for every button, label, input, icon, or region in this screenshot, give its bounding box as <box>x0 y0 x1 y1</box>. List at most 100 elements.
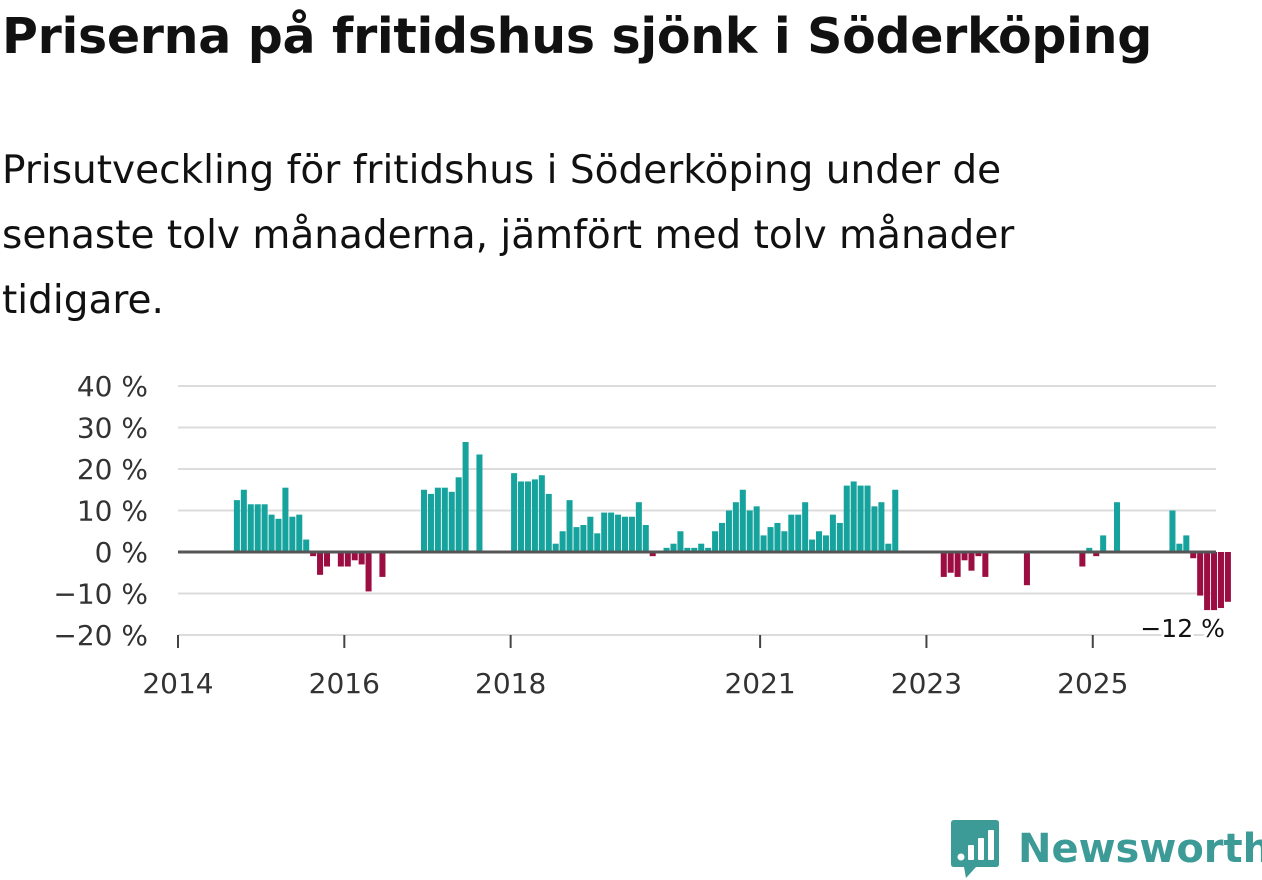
x-tick-labels: 2014 2016 2018 2021 2023 2025 <box>142 667 1128 700</box>
bar-36 <box>427 493 434 552</box>
bar-148 <box>1204 552 1211 611</box>
bar-149 <box>1211 552 1218 611</box>
bar-72 <box>677 531 684 552</box>
bar-114 <box>968 552 975 571</box>
bar-13 <box>268 514 275 552</box>
bar-135 <box>1114 502 1121 552</box>
bar-65 <box>628 516 635 552</box>
bar-35 <box>421 489 428 552</box>
bar-113 <box>961 552 968 561</box>
bar-26 <box>358 552 365 565</box>
bar-100 <box>871 506 878 552</box>
bars <box>233 442 1231 611</box>
bar-74 <box>691 547 698 552</box>
bar-52 <box>538 475 545 552</box>
bar-55 <box>559 531 566 552</box>
bar-143 <box>1169 510 1176 552</box>
bar-96 <box>843 485 850 552</box>
bar-94 <box>829 514 836 552</box>
bar-87 <box>781 531 788 552</box>
bar-89 <box>795 514 802 552</box>
bar-60 <box>594 533 601 552</box>
bar-48 <box>511 473 518 552</box>
y-tick-label-3: 10 % <box>77 495 148 528</box>
bar-115 <box>975 552 982 557</box>
x-tick-label-0: 2014 <box>142 667 213 700</box>
bar-84 <box>760 535 767 552</box>
bar-68 <box>649 552 656 557</box>
y-tick-label-0: −20 % <box>53 619 148 652</box>
y-tick-label-2: 0 % <box>95 536 148 569</box>
bar-54 <box>552 543 559 552</box>
bar-17 <box>296 514 303 552</box>
bar-76 <box>705 547 712 552</box>
x-tick-label-4: 2023 <box>891 667 962 700</box>
bar-70 <box>663 547 670 552</box>
bar-151 <box>1224 552 1231 602</box>
bar-50 <box>524 481 531 552</box>
bar-91 <box>809 539 816 552</box>
bar-41 <box>462 442 469 552</box>
bar-19 <box>310 552 317 557</box>
bar-25 <box>351 552 358 561</box>
bar-146 <box>1190 552 1197 559</box>
bar-101 <box>878 502 885 552</box>
bar-9 <box>240 489 247 552</box>
axes <box>177 550 1216 648</box>
chart-subtitle: Prisutveckling för fritidshus i Söderköp… <box>2 148 1015 323</box>
bar-150 <box>1217 552 1224 609</box>
bar-99 <box>864 485 871 552</box>
bar-40 <box>455 477 462 552</box>
annotations: −12 %−12 % <box>1137 611 1227 646</box>
bar-23 <box>337 552 344 567</box>
bar-51 <box>531 479 538 553</box>
y-tick-labels: −20 % −10 % 0 % 10 % 20 % 30 % 40 % <box>53 370 148 652</box>
bar-53 <box>545 493 552 552</box>
x-tick-label-2: 2018 <box>475 667 546 700</box>
bar-103 <box>892 489 899 552</box>
bar-8 <box>233 500 240 553</box>
bar-75 <box>698 543 705 552</box>
bar-102 <box>885 543 892 552</box>
bar-15 <box>282 487 289 552</box>
y-tick-label-1: −10 % <box>53 578 148 611</box>
bar-98 <box>857 485 864 552</box>
bar-43 <box>476 454 483 552</box>
bar-133 <box>1100 535 1107 552</box>
bar-116 <box>982 552 989 577</box>
y-tick-label-5: 30 % <box>77 412 148 445</box>
bar-85 <box>767 527 774 552</box>
annotation-label-0: −12 % <box>1140 614 1224 643</box>
bar-18 <box>303 539 310 552</box>
bar-88 <box>788 514 795 552</box>
bar-83 <box>753 506 760 552</box>
bar-10 <box>247 504 254 552</box>
bar-122 <box>1023 552 1030 586</box>
bar-71 <box>670 543 677 552</box>
y-tick-label-6: 40 % <box>77 370 148 403</box>
bar-145 <box>1183 535 1190 552</box>
bar-93 <box>822 535 829 552</box>
bar-77 <box>712 531 719 552</box>
bar-131 <box>1086 547 1093 552</box>
bar-82 <box>746 510 753 552</box>
bar-61 <box>601 512 608 552</box>
bar-97 <box>850 481 857 552</box>
bar-80 <box>732 502 739 552</box>
bar-38 <box>441 487 448 552</box>
bar-11 <box>254 504 261 552</box>
bar-58 <box>580 525 587 552</box>
bar-66 <box>635 502 642 552</box>
x-tick-label-5: 2025 <box>1057 667 1128 700</box>
bar-92 <box>816 531 823 552</box>
bar-79 <box>725 510 732 552</box>
newsworthy-logo: Newsworthy <box>950 818 1262 880</box>
bar-144 <box>1176 543 1183 552</box>
bar-130 <box>1079 552 1086 567</box>
bar-24 <box>344 552 351 567</box>
bar-27 <box>365 552 372 592</box>
bar-132 <box>1093 552 1100 557</box>
bar-49 <box>518 481 525 552</box>
bar-20 <box>317 552 324 575</box>
